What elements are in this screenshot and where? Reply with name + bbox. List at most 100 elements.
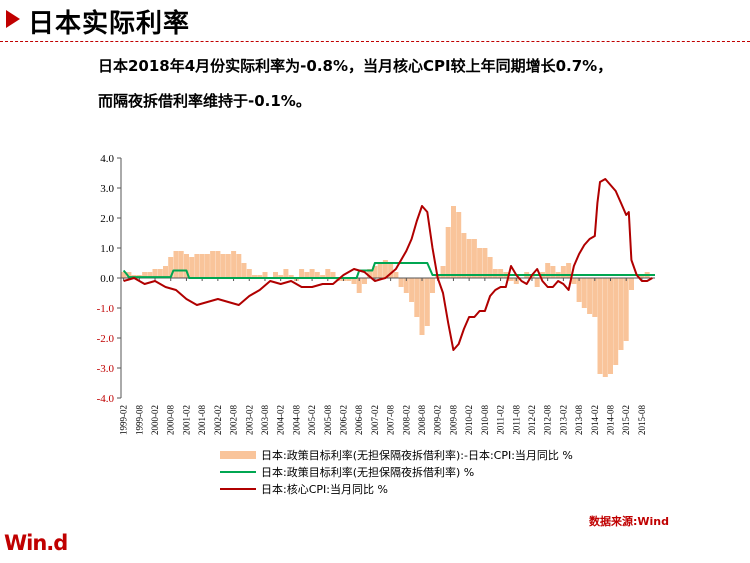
bar-mark: [236, 254, 242, 278]
bar-mark: [225, 254, 231, 278]
bar-mark: [477, 248, 483, 278]
bar-mark: [498, 269, 504, 278]
bar-mark: [550, 266, 556, 278]
x-tick-label: 2000-02: [150, 405, 160, 435]
x-tick-label: 2004-02: [276, 405, 286, 435]
bar-mark: [451, 206, 456, 278]
x-tick-label: 2008-08: [417, 405, 427, 435]
bar-mark: [288, 275, 294, 278]
bar-mark: [314, 272, 320, 278]
bar-mark: [278, 275, 284, 278]
x-tick-label: 1999-08: [134, 405, 144, 435]
x-tick-label: 2006-08: [354, 405, 364, 435]
bar-mark: [571, 278, 577, 284]
legend-swatch-bar: [220, 450, 256, 459]
bar-mark: [330, 272, 336, 278]
bar-mark: [163, 266, 168, 278]
x-tick-label: 2012-08: [543, 405, 553, 435]
bar-mark: [273, 272, 278, 278]
bar-mark: [618, 278, 624, 350]
bar-mark: [430, 278, 435, 293]
x-tick-label: 1999-02: [119, 405, 129, 435]
page-title: 日本实际利率: [28, 9, 191, 39]
x-tick-label: 2006-02: [339, 405, 349, 435]
bar-mark: [466, 239, 472, 278]
y-tick-label: 1.0: [100, 243, 114, 255]
bar-mark: [377, 263, 383, 278]
legend-item-policy-rate: 日本:政策目标利率(无担保隔夜拆借利率) %: [220, 463, 573, 480]
x-tick-label: 2009-08: [448, 405, 458, 435]
policy-rate-line: [122, 262, 655, 279]
data-source: 数据来源:Wind: [589, 515, 670, 528]
bar-mark: [403, 278, 409, 293]
bar-mark: [194, 254, 200, 278]
bar-mark: [204, 254, 210, 278]
x-tick-label: 2015-08: [637, 405, 647, 435]
bar-mark: [362, 278, 367, 284]
x-tick-label: 2002-02: [213, 405, 223, 435]
bar-mark: [309, 269, 315, 278]
bar-mark: [356, 278, 362, 293]
bar-mark: [283, 269, 289, 278]
x-tick-label: 2003-02: [244, 405, 254, 435]
x-tick-label: 2013-08: [574, 405, 584, 435]
bar-mark: [461, 233, 467, 278]
bar-mark: [367, 269, 373, 278]
y-tick-label: -4.0: [97, 393, 115, 405]
bar-mark: [409, 278, 415, 302]
x-tick-label: 2015-02: [621, 405, 631, 435]
x-tick-label: 2014-08: [606, 405, 616, 435]
bar-mark: [623, 278, 629, 341]
x-tick-label: 2003-08: [260, 405, 270, 435]
bar-mark: [487, 257, 493, 278]
x-tick-label: 2007-08: [386, 405, 396, 435]
x-tick-label: 2009-02: [433, 405, 443, 435]
wind-logo: Win.d: [4, 531, 68, 555]
bar-mark: [592, 278, 598, 317]
y-tick-label: -1.0: [97, 303, 115, 315]
legend-label-policy-rate: 日本:政策目标利率(无担保隔夜拆借利率) %: [261, 465, 475, 479]
x-tick-label: 2005-02: [307, 405, 317, 435]
core-cpi-line: [123, 178, 653, 351]
description-line-1: 日本2018年4月份实际利率为-0.8%，当月核心CPI较上年同期增长0.7%，: [98, 57, 613, 75]
bar-mark: [199, 254, 205, 278]
bar-mark: [241, 263, 247, 278]
legend-item-real-rate: 日本:政策目标利率(无担保隔夜拆借利率):-日本:CPI:当月同比 %: [220, 446, 573, 463]
bar-mark: [220, 254, 226, 278]
x-tick-label: 2012-02: [527, 405, 537, 435]
bar-mark: [126, 272, 132, 278]
bar-mark: [325, 269, 331, 278]
bar-mark: [492, 269, 498, 278]
x-tick-label: 2011-08: [511, 405, 521, 435]
bar-mark: [576, 278, 582, 302]
bar-mark: [440, 266, 446, 278]
bar-mark: [414, 278, 420, 317]
bar-mark: [168, 257, 174, 278]
x-tick-label: 2010-02: [464, 405, 474, 435]
y-tick-label: 3.0: [100, 183, 114, 195]
header-arrow-icon: [6, 10, 20, 28]
bar-mark: [639, 275, 645, 278]
bar-mark: [419, 278, 425, 335]
bar-mark: [587, 278, 593, 314]
bar-mark: [252, 275, 257, 278]
y-tick-label: 0.0: [100, 273, 114, 285]
x-tick-label: 2008-02: [401, 405, 411, 435]
x-tick-label: 2004-08: [291, 405, 301, 435]
legend-item-core-cpi: 日本:核心CPI:当月同比 %: [220, 480, 573, 497]
x-tick-label: 2001-02: [181, 405, 191, 435]
y-tick-label: -3.0: [97, 363, 115, 375]
x-tick-label: 2014-02: [590, 405, 600, 435]
bar-mark: [142, 272, 148, 278]
y-tick-label: 2.0: [100, 213, 114, 225]
bar-mark: [581, 278, 587, 308]
bar-mark: [445, 227, 451, 278]
x-tick-label: 2010-08: [480, 405, 490, 435]
bar-mark: [372, 266, 378, 278]
bar-mark: [304, 272, 310, 278]
bar-mark: [231, 251, 237, 278]
bar-mark: [152, 269, 158, 278]
bar-mark: [471, 239, 477, 278]
legend-label-core-cpi: 日本:核心CPI:当月同比 %: [261, 482, 388, 496]
